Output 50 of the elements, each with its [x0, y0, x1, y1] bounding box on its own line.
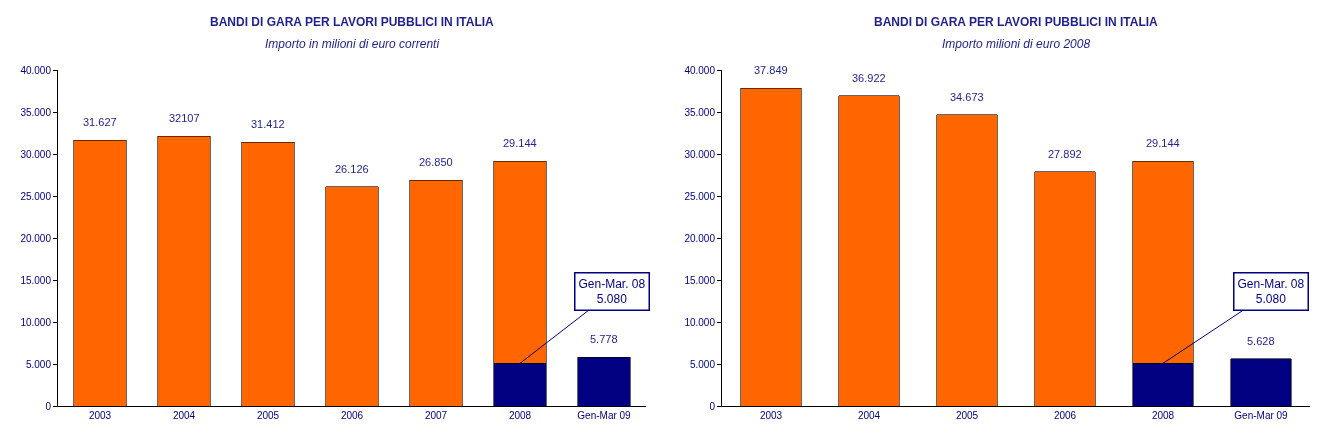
y-tick-label: 15.000 — [20, 274, 52, 286]
y-tick-label: 30.000 — [684, 148, 716, 160]
x-tick-label: 2006 — [1053, 410, 1077, 421]
y-tick-label: 25.000 — [684, 190, 716, 202]
y-tick-label: 40.000 — [684, 64, 716, 76]
x-tick-label: 2006 — [340, 410, 364, 421]
total-label: 27.892 — [1048, 148, 1082, 160]
chart-title: BANDI DI GARA PER LAVORI PUBBLICI IN ITALIA — [210, 15, 495, 29]
total-label: 36.922 — [852, 72, 886, 84]
x-tick-label: 2003 — [759, 410, 783, 421]
y-tick-label: 5.000 — [25, 358, 52, 370]
total-label: 5.778 — [590, 333, 618, 345]
chart-subtitle: Importo milioni di euro 2008 — [942, 37, 1091, 51]
x-tick-label: Gen-Mar 09 — [577, 410, 632, 421]
total-label: 34.673 — [950, 91, 984, 103]
x-tick-label: 2007 — [424, 410, 448, 421]
annotation: Gen-Mar. 08 5.080 — [578, 276, 646, 307]
x-tick-label: 2005 — [256, 410, 280, 421]
y-tick-label: 10.000 — [684, 316, 716, 328]
y-tick-label: 35.000 — [684, 106, 716, 118]
total-label: 32107 — [169, 112, 200, 124]
x-tick-label: 2005 — [955, 410, 979, 421]
y-tick-label: 25.000 — [20, 190, 52, 202]
y-tick-label: 10.000 — [20, 316, 52, 328]
chart-subtitle: Importo in milioni di euro correnti — [265, 37, 440, 51]
total-label: 29.144 — [503, 137, 537, 149]
total-label: 5.628 — [1247, 335, 1275, 347]
total-label: 26.850 — [419, 156, 453, 168]
x-tick-label: 2008 — [508, 410, 532, 421]
chart-title: BANDI DI GARA PER LAVORI PUBBLICI IN ITALIA — [874, 15, 1159, 29]
x-tick-label: Gen-Mar 09 — [1234, 410, 1289, 421]
total-label: 29.144 — [1146, 137, 1180, 149]
total-label: 31.412 — [251, 118, 285, 130]
total-label: 37.849 — [754, 64, 788, 76]
x-tick-label: 2004 — [857, 410, 881, 421]
y-tick-label: 15.000 — [684, 274, 716, 286]
y-tick-label: 0 — [45, 400, 52, 412]
y-tick-label: 20.000 — [20, 232, 52, 244]
x-tick-label: 2003 — [88, 410, 112, 421]
total-label: 31.627 — [83, 116, 117, 128]
y-tick-label: 5.000 — [689, 358, 716, 370]
y-tick-label: 20.000 — [684, 232, 716, 244]
y-tick-label: 0 — [709, 400, 716, 412]
y-tick-label: 40.000 — [20, 64, 52, 76]
annotation: Gen-Mar. 08 5.080 — [1237, 276, 1305, 307]
total-label: 26.126 — [335, 163, 369, 175]
y-tick-label: 30.000 — [20, 148, 52, 160]
x-tick-label: 2008 — [1151, 410, 1175, 421]
y-tick-label: 35.000 — [20, 106, 52, 118]
x-tick-label: 2004 — [172, 410, 196, 421]
